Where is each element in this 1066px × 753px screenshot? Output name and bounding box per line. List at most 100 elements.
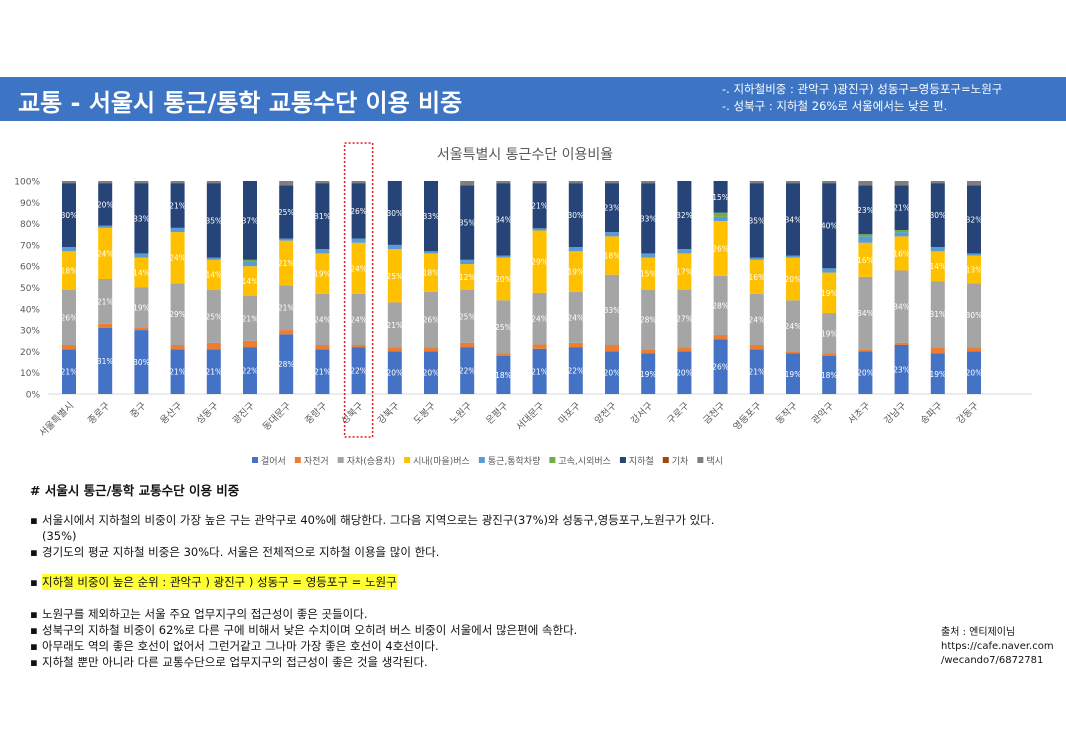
- bar-segment: [641, 349, 656, 354]
- highlight-box: [343, 142, 374, 438]
- data-label: 40%: [821, 222, 838, 231]
- data-label: 20%: [97, 200, 114, 209]
- bar-segment: [605, 351, 619, 394]
- bar-segment: [822, 353, 837, 356]
- data-label: 18%: [495, 371, 512, 380]
- bar-segment: [858, 181, 873, 186]
- bullet-mark: ▪: [30, 513, 38, 527]
- data-label: 26%: [423, 315, 440, 324]
- bar-segment: [460, 185, 475, 260]
- legend-label: 걸어서: [261, 456, 286, 467]
- bullet-text: 아무래도 역의 좋은 호선이 없어서 그런거같고 그나마 가장 좋은 호선이 4…: [42, 639, 439, 653]
- data-label: 24%: [567, 313, 584, 322]
- data-label: 16%: [893, 249, 910, 258]
- bar-segment: [894, 236, 909, 271]
- y-tick-label: 90%: [20, 199, 40, 209]
- bullet-text: (35%): [42, 529, 77, 543]
- bar-segment: [894, 229, 909, 233]
- bar-segment: [930, 181, 945, 184]
- x-tick-label: 송파구: [919, 400, 946, 427]
- data-label: 37%: [242, 216, 259, 225]
- bar-segment: [243, 266, 257, 297]
- bullet-mark: ▪: [30, 639, 38, 653]
- data-label: 28%: [640, 315, 657, 324]
- data-label: 14%: [205, 271, 222, 280]
- bullet-mark: ▪: [30, 655, 38, 669]
- data-label: 24%: [314, 315, 331, 324]
- data-label: 21%: [278, 304, 295, 313]
- bar-segment: [605, 181, 619, 184]
- bar-segment: [713, 339, 728, 394]
- data-label: 19%: [133, 304, 150, 313]
- bar-segment: [822, 313, 837, 354]
- bar-segment: [315, 345, 330, 350]
- commute-mode-chart: 서울특별시 통근수단 이용비율 0% 10% 20% 30% 40% 50% 60% 70% 80…: [14, 142, 1032, 467]
- bar-segment: [62, 251, 76, 290]
- legend-label: 시내(마을)버스: [413, 456, 470, 467]
- bar-segment: [496, 353, 511, 356]
- bar-segment: [605, 232, 619, 237]
- bar-segment: [206, 342, 221, 350]
- bar-segment: [351, 345, 366, 348]
- bar-segment: [894, 181, 909, 186]
- data-label: 25%: [495, 323, 512, 332]
- bar-segment: [858, 276, 873, 350]
- data-label: 25%: [459, 312, 476, 321]
- bar-segment: [967, 253, 981, 256]
- bar-segment: [98, 183, 113, 226]
- header-note-subway-ranking: -. 지하철비중 : 관악구 )광진구) 성동구=영등포구=노원구: [722, 82, 1003, 96]
- data-label: 35%: [205, 216, 222, 225]
- section-title: # 서울시 통근/통학 교통수단 이용 비중: [30, 483, 240, 498]
- bar-segment: [134, 330, 149, 394]
- bar-segment: [351, 293, 366, 346]
- bar-segment: [713, 181, 728, 213]
- bullet-mark: ▪: [30, 575, 38, 589]
- bar-segment: [62, 183, 76, 248]
- x-tick-label: 관악구: [809, 399, 836, 426]
- bar-segment: [677, 347, 692, 352]
- source-author: 출처 : 엔티제이님: [941, 627, 1016, 638]
- bar-segment: [170, 227, 185, 233]
- bar-segment: [98, 225, 113, 228]
- bullet-mark: ▪: [30, 623, 38, 637]
- data-label: 22%: [242, 367, 259, 376]
- legend-label: 기차: [672, 455, 689, 467]
- bar-segment: [315, 181, 330, 184]
- data-label: 20%: [785, 275, 802, 284]
- y-tick-label: 80%: [20, 220, 40, 230]
- data-label: 34%: [495, 215, 512, 224]
- bar-segment: [786, 257, 800, 301]
- bar-segment: [967, 181, 981, 186]
- bar-segment: [424, 181, 438, 252]
- bar-segment: [894, 342, 909, 346]
- bullet-text: 성북구의 지하철 비중이 62%로 다른 구에 비해서 낮은 수치이며 오히려 …: [42, 623, 578, 637]
- bar-segment: [315, 253, 330, 294]
- legend-swatch: [404, 457, 411, 463]
- bar-segment: [170, 345, 185, 350]
- y-tick-label: 10%: [20, 369, 40, 379]
- source-url: https://cafe.naver.com: [941, 641, 1054, 652]
- x-tick-label: 양천구: [593, 400, 620, 427]
- bar-segment: [243, 181, 257, 260]
- bar-segment: [532, 292, 547, 345]
- data-label: 21%: [242, 314, 259, 323]
- bar-segment: [206, 257, 221, 260]
- bar-segment: [930, 247, 945, 252]
- bar-segment: [170, 181, 185, 184]
- bar-segment: [967, 351, 981, 394]
- x-tick-label: 은평구: [484, 400, 511, 427]
- source-credit: 출처 : 엔티제이님 https://cafe.naver.com /wecan…: [941, 626, 1054, 668]
- bar-segment: [641, 289, 656, 350]
- data-label: 21%: [61, 368, 78, 377]
- bar-segment: [641, 353, 656, 394]
- data-label: 24%: [531, 315, 548, 324]
- bar-segment: [894, 270, 909, 343]
- data-label: 35%: [459, 219, 476, 228]
- bar-segment: [62, 349, 76, 394]
- data-label: 19%: [821, 329, 838, 338]
- bar-segment: [930, 183, 945, 248]
- bar-segment: [315, 293, 330, 346]
- data-label: 20%: [495, 275, 512, 284]
- legend-swatch: [252, 457, 258, 463]
- data-label: 25%: [278, 208, 295, 217]
